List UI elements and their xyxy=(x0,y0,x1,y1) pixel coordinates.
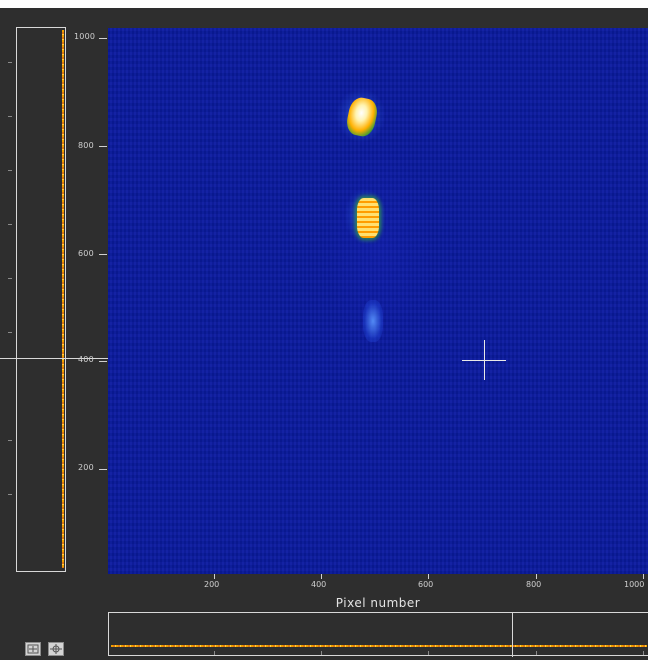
bottom-tick xyxy=(321,651,322,655)
bottom-tick xyxy=(536,651,537,655)
vertical-profile-trace xyxy=(62,30,64,568)
side-tick xyxy=(8,440,12,441)
bright-spot-middle xyxy=(357,198,379,238)
x-tick-mark xyxy=(428,574,429,579)
y-tick-label: 400 xyxy=(78,355,94,364)
window-top-edge xyxy=(0,0,648,8)
x-tick-label: 1000 xyxy=(624,580,645,589)
side-tick xyxy=(8,170,12,171)
y-tick-mark xyxy=(99,254,107,255)
crosshair-vertical xyxy=(484,340,485,380)
y-tick-label: 800 xyxy=(78,141,94,150)
horizontal-profile-cursor-line xyxy=(512,613,513,657)
bottom-tick xyxy=(643,651,644,655)
horizontal-profile-trace xyxy=(111,645,647,647)
y-tick-mark xyxy=(99,38,107,39)
x-tick-label: 600 xyxy=(418,580,434,589)
x-tick-label: 200 xyxy=(204,580,220,589)
side-tick xyxy=(8,62,12,63)
y-tick-mark xyxy=(99,361,107,362)
x-tick-label: 800 xyxy=(526,580,542,589)
x-tick-mark xyxy=(214,574,215,579)
horizontal-profile-panel xyxy=(108,612,648,657)
vertical-profile-panel xyxy=(16,27,66,572)
y-tick-label: 200 xyxy=(78,463,94,472)
zoom-fit-button[interactable] xyxy=(25,642,41,656)
x-tick-label: 400 xyxy=(311,580,327,589)
side-tick xyxy=(8,224,12,225)
y-tick-label: 600 xyxy=(78,249,94,258)
side-tick xyxy=(8,332,12,333)
side-tick xyxy=(8,116,12,117)
intensity-image[interactable] xyxy=(108,28,648,574)
side-tick xyxy=(8,494,12,495)
zoom-fit-icon xyxy=(27,644,39,654)
x-tick-mark xyxy=(321,574,322,579)
bottom-tick xyxy=(428,651,429,655)
y-tick-mark xyxy=(99,146,107,147)
x-axis-label: Pixel number xyxy=(335,596,421,610)
x-tick-mark xyxy=(536,574,537,579)
crosshair-button[interactable] xyxy=(48,642,64,656)
side-tick xyxy=(8,278,12,279)
y-tick-mark xyxy=(99,469,107,470)
y-tick-label: 1000 xyxy=(74,32,96,41)
crosshair-icon xyxy=(50,644,62,654)
x-tick-mark xyxy=(643,574,644,579)
bottom-tick xyxy=(214,651,215,655)
vertical-profile-ticks xyxy=(8,28,12,572)
faint-spot-lower xyxy=(363,300,383,342)
vertical-profile-cursor-line xyxy=(0,358,110,359)
